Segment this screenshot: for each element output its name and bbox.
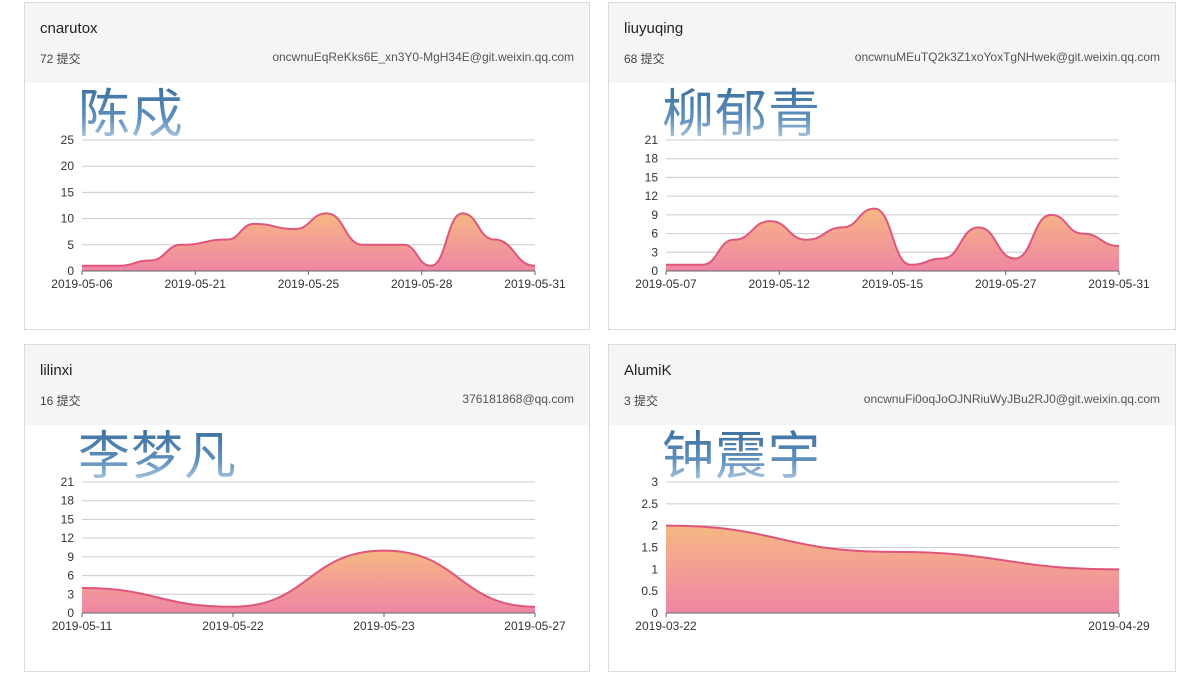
y-tick-label: 1.5: [641, 541, 658, 555]
commit-area: [82, 550, 535, 613]
commit-area-chart: 0 3 6 9 12 15 18 21 2019-05-07 2019-05-12 2019-05-…: [635, 133, 1150, 291]
contributor-name: AlumiK: [624, 362, 672, 379]
y-tick-label: 3: [651, 475, 658, 489]
commit-count: 16 提交: [40, 394, 81, 408]
overlay-real-name: 李梦凡: [78, 427, 238, 487]
overlay-real-name: 钟震宇: [662, 427, 822, 487]
x-tick-label: 2019-05-31: [1088, 277, 1150, 291]
y-tick-label: 2: [651, 519, 658, 533]
commit-area-chart: 0 3 6 9 12 15 18 21 2019-05-11 2019-05-22 2019-05-…: [52, 475, 566, 633]
y-tick-label: 18: [61, 494, 75, 508]
x-tick-label: 2019-05-31: [504, 277, 566, 291]
y-tick-label: 12: [645, 189, 659, 203]
contributor-card-lilinxi: lilinxi 16 提交 376181868@qq.com 0 3 6 9 12 15 1…: [24, 344, 590, 672]
contributor-card-liuyuqing: liuyuqing 68 提交 oncwnuMEuTQ2k3Z1xoYoxTgN…: [608, 2, 1176, 330]
card-header: cnarutox 72 提交 oncwnuEqReKks6E_xn3Y0-MgH…: [25, 3, 589, 83]
commit-count: 72 提交: [40, 52, 81, 66]
x-tick-label: 2019-05-11: [52, 619, 113, 633]
overlay-real-name: 柳郁青: [662, 85, 822, 145]
x-tick-label: 2019-05-15: [862, 277, 924, 291]
contributor-card-cnarutox: cnarutox 72 提交 oncwnuEqReKks6E_xn3Y0-MgH…: [24, 2, 590, 330]
overlay-real-name: 陈戍: [78, 85, 185, 145]
commit-area-chart: 0 5 10 15 20 25 2019-05-06 2019-05-21 2019-05-25…: [51, 133, 566, 291]
y-tick-label: 0: [67, 606, 74, 620]
commit-area-chart: 0 0.5 1 1.5 2 2.5 3 2019-03-22 2019-04-29: [635, 475, 1150, 633]
commit-area: [82, 213, 535, 271]
contributor-name: lilinxi: [40, 362, 73, 379]
x-tick-label: 2019-05-27: [504, 619, 566, 633]
y-tick-label: 15: [61, 185, 75, 199]
x-tick-label: 2019-05-23: [353, 619, 415, 633]
x-tick-label: 2019-05-12: [749, 277, 811, 291]
y-tick-label: 25: [61, 133, 75, 147]
contributor-card-alumik: AlumiK 3 提交 oncwnuFi0oqJoOJNRiuWyJBu2RJ0…: [608, 344, 1176, 672]
y-tick-label: 3: [67, 587, 74, 601]
y-tick-label: 1: [651, 562, 658, 576]
y-tick-label: 2.5: [641, 497, 658, 511]
y-tick-label: 0: [67, 264, 74, 278]
contributor-email: oncwnuEqReKks6E_xn3Y0-MgH34E@git.weixin.…: [272, 50, 574, 64]
y-tick-label: 10: [61, 212, 75, 226]
x-tick-label: 2019-05-22: [202, 619, 264, 633]
contributor-email: 376181868@qq.com: [462, 392, 574, 406]
commit-line: [81, 549, 536, 608]
commit-count: 68 提交: [624, 52, 665, 66]
x-tick-label: 2019-05-21: [165, 277, 227, 291]
y-tick-label: 6: [651, 227, 658, 241]
y-tick-label: 21: [645, 133, 659, 147]
x-tick-label: 2019-05-27: [975, 277, 1037, 291]
y-tick-label: 21: [61, 475, 75, 489]
x-tick-label: 2019-05-25: [278, 277, 340, 291]
commit-count: 3 提交: [624, 394, 659, 408]
x-tick-label: 2019-05-07: [635, 277, 697, 291]
contributor-email: oncwnuMEuTQ2k3Z1xoYoxTgNHwek@git.weixin.…: [854, 50, 1160, 64]
x-tick-label: 2019-05-28: [391, 277, 453, 291]
y-tick-label: 9: [651, 208, 658, 222]
contributor-email: oncwnuFi0oqJoOJNRiuWyJBu2RJ0@git.weixin.…: [863, 392, 1160, 406]
commit-line: [665, 207, 1120, 266]
y-tick-label: 12: [61, 531, 75, 545]
x-tick-label: 2019-03-22: [635, 619, 697, 633]
card-header: lilinxi 16 提交 376181868@qq.com: [25, 345, 589, 425]
y-tick-label: 0.5: [641, 584, 658, 598]
x-tick-label: 2019-04-29: [1088, 619, 1150, 633]
y-tick-label: 0: [651, 606, 658, 620]
y-tick-label: 9: [67, 550, 74, 564]
commit-area: [666, 525, 1119, 613]
y-tick-label: 5: [67, 238, 74, 252]
x-tick-label: 2019-05-06: [51, 277, 113, 291]
commit-line: [665, 524, 1120, 571]
y-tick-label: 0: [651, 264, 658, 278]
y-tick-label: 15: [645, 170, 659, 184]
contributor-name: cnarutox: [40, 20, 98, 37]
y-tick-label: 20: [61, 159, 75, 173]
commit-line: [82, 212, 536, 267]
y-tick-label: 6: [67, 569, 74, 583]
y-tick-label: 18: [645, 152, 659, 166]
card-header: AlumiK 3 提交 oncwnuFi0oqJoOJNRiuWyJBu2RJ0…: [609, 345, 1175, 425]
y-tick-label: 15: [61, 512, 75, 526]
card-header: liuyuqing 68 提交 oncwnuMEuTQ2k3Z1xoYoxTgN…: [609, 3, 1175, 83]
y-tick-label: 3: [651, 245, 658, 259]
contributor-name: liuyuqing: [624, 20, 684, 37]
